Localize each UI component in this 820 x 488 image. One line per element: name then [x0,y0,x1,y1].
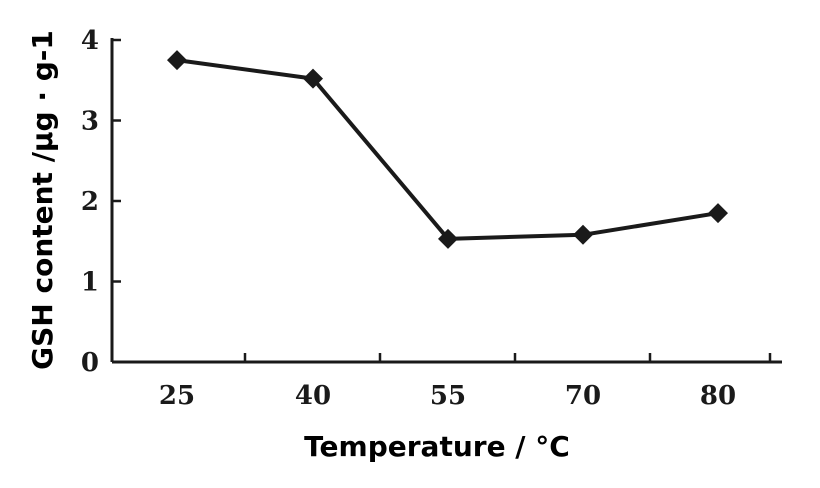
y-tick-label: 2 [81,187,99,217]
x-tick-label: 70 [565,381,601,411]
plot-area: 0 1 2 3 4 25 40 55 70 80 [81,26,782,411]
data-point-marker [438,228,458,249]
data-point-marker [573,224,593,245]
data-point-marker [708,203,728,224]
x-tick-label: 80 [700,381,736,411]
y-ticks: 0 1 2 3 4 [81,26,121,378]
x-tick-label: 55 [430,381,466,411]
series-line [176,58,719,241]
x-ticks: 25 40 55 70 80 [159,353,772,411]
y-tick-label: 4 [81,26,99,56]
y-tick-label: 1 [81,268,99,298]
x-tick-label: 40 [295,381,331,411]
y-tick-label: 3 [81,107,99,137]
data-markers [167,50,728,249]
data-point-marker [167,50,187,71]
x-axis-title: Temperature / °C [304,430,570,463]
x-tick-label: 25 [159,381,195,411]
data-point-marker [303,68,323,89]
y-axis-title: GSH content /μg · g-1 [26,30,59,370]
y-tick-label: 0 [81,348,99,378]
